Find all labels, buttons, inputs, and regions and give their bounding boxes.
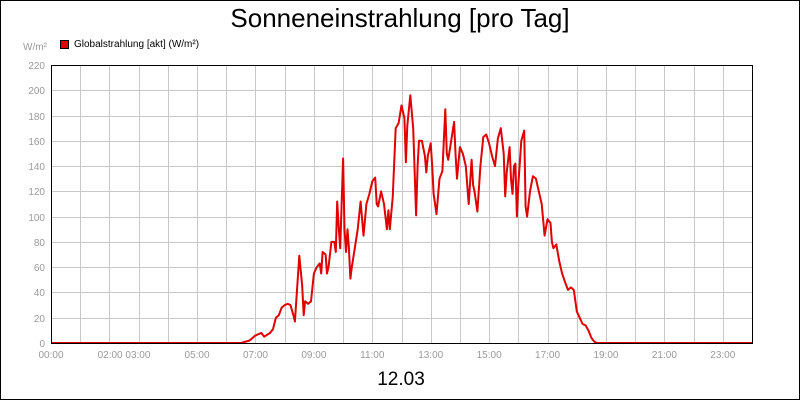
x-tick-label: 07:00 xyxy=(243,350,268,361)
x-tick-label: 05:00 xyxy=(185,350,210,361)
y-tick-label: 160 xyxy=(28,137,45,148)
x-tick-label: 09:00 xyxy=(301,350,326,361)
x-tick-label: 00:00 xyxy=(38,350,63,361)
y-tick-label: 40 xyxy=(34,288,46,299)
y-tick-label: 140 xyxy=(28,162,45,173)
x-tick-label: 11:00 xyxy=(360,350,385,361)
legend-swatch xyxy=(60,40,69,49)
y-tick-label: 180 xyxy=(28,112,45,123)
plot-border xyxy=(51,65,753,344)
legend: Globalstrahlung [akt] (W/m²) xyxy=(60,39,199,50)
axis-ticks: 0 20 40 60 80 100 120 140 160 180 200 220 00:00 02:00… xyxy=(28,61,735,361)
y-tick-label: 80 xyxy=(34,238,46,249)
y-tick-label: 200 xyxy=(28,86,45,97)
date-label: 12.03 xyxy=(377,369,425,390)
chart-title: Sonneneinstrahlung [pro Tag] xyxy=(230,3,570,33)
y-tick-label: 220 xyxy=(28,61,45,72)
x-tick-label: 21:00 xyxy=(652,350,677,361)
y-tick-label: 60 xyxy=(34,263,46,274)
y-tick-label: 120 xyxy=(28,187,45,198)
x-tick-label: 13:00 xyxy=(418,350,443,361)
series-line-globalstrahlung xyxy=(51,94,752,344)
series-layer xyxy=(51,94,752,344)
x-tick-label: 17:00 xyxy=(535,350,560,361)
legend-label: Globalstrahlung [akt] (W/m²) xyxy=(74,39,200,50)
x-tick-label: 19:00 xyxy=(593,350,618,361)
x-tick-label: 02:00 03:00 xyxy=(98,350,151,361)
y-tick-label: 20 xyxy=(34,314,46,325)
y-tick-label: 0 xyxy=(39,339,45,350)
x-tick-label: 15:00 xyxy=(477,350,502,361)
y-tick-label: 100 xyxy=(28,213,45,224)
x-tick-label: 23:00 xyxy=(710,350,735,361)
y-unit-label: W/m² xyxy=(23,42,47,53)
